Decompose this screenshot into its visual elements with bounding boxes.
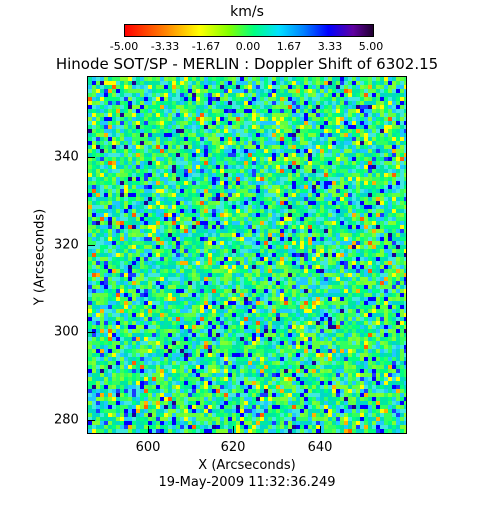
y-tick-label: 300 [54, 324, 79, 340]
x-axis-title: X (Arcseconds) [198, 458, 296, 473]
x-tick-label: 620 [220, 440, 246, 455]
doppler-colorbar [124, 24, 374, 37]
colorbar-tick: 1.67 [276, 40, 302, 53]
y-tick-label: 340 [54, 149, 79, 165]
colorbar-tick: -1.67 [191, 40, 221, 53]
x-tick-mark [320, 426, 321, 434]
colorbar-tick: -5.00 [109, 40, 139, 53]
y-tick-label: 280 [54, 412, 79, 428]
colorbar-tick: -3.33 [150, 40, 180, 53]
y-tick-mark [87, 332, 95, 333]
y-tick-label: 320 [54, 237, 79, 253]
colorbar-tick: 3.33 [317, 40, 343, 53]
doppler-map [87, 76, 407, 434]
y-tick-mark [87, 157, 95, 158]
x-tick-label: 640 [307, 440, 333, 455]
colorbar-tick: 0.00 [235, 40, 261, 53]
x-tick-mark [148, 426, 149, 434]
y-axis-title: Y (Arcseconds) [32, 208, 48, 306]
colorbar-tick: 5.00 [358, 40, 384, 53]
x-tick-label: 600 [135, 440, 161, 455]
x-tick-mark [233, 426, 234, 434]
image-title: Hinode SOT/SP - MERLIN : Doppler Shift o… [55, 55, 439, 73]
y-tick-mark [87, 420, 95, 421]
colorbar-unit-label: km/s [230, 4, 264, 20]
doppler-map-image [88, 77, 406, 433]
y-tick-mark [87, 245, 95, 246]
observation-timestamp: 19-May-2009 11:32:36.249 [158, 475, 336, 490]
